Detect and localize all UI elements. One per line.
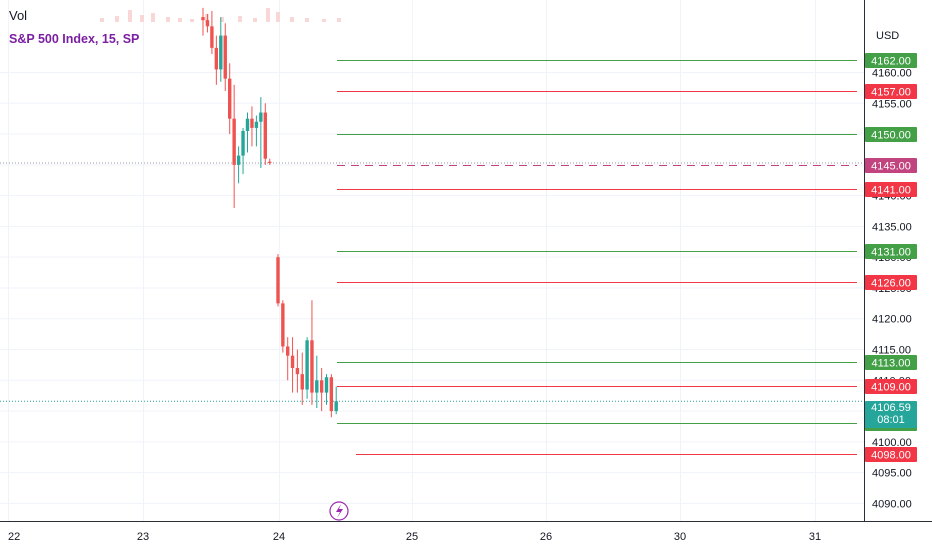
volume-bar xyxy=(166,17,170,22)
last-price-countdown: 08:01 xyxy=(877,414,905,426)
level-price-label: 4109.00 xyxy=(871,382,911,394)
candle-body xyxy=(310,340,314,393)
volume-bar xyxy=(178,18,182,22)
level-price-badge xyxy=(865,127,917,142)
level-price-badge xyxy=(865,244,917,259)
volume-bar xyxy=(276,12,280,22)
last-price-badge: 4106.59 08:01 xyxy=(865,401,917,428)
volume-bar xyxy=(290,17,294,22)
vol-label: Vol xyxy=(9,8,28,23)
time-tick-label: 25 xyxy=(406,531,418,543)
time-tick-label: 30 xyxy=(674,531,686,543)
level-price-label: 4113.00 xyxy=(872,358,911,370)
level-price-badge xyxy=(865,182,917,197)
time-tick-label: 22 xyxy=(8,531,20,543)
candle-body xyxy=(324,377,329,393)
volume-bar xyxy=(140,15,144,22)
candle-body xyxy=(219,35,223,70)
price-tick-label: 4090.00 xyxy=(872,498,912,510)
level-price-label: 4150.00 xyxy=(871,130,911,142)
price-tick-label: 4100.00 xyxy=(872,437,912,449)
candle-body xyxy=(305,340,309,390)
candle-body xyxy=(236,155,241,165)
price-tick-label: 4115.00 xyxy=(872,345,911,357)
candle-body xyxy=(281,303,285,347)
volume-bar xyxy=(190,19,194,22)
volume-bar xyxy=(266,8,270,22)
volume-bar xyxy=(238,16,242,22)
candle-body xyxy=(254,121,259,128)
candle-body xyxy=(201,17,205,21)
candle-body xyxy=(210,26,214,48)
price-tick-label: 4135.00 xyxy=(872,221,912,233)
candle-body xyxy=(300,374,304,390)
candle-body xyxy=(245,118,250,131)
time-tick-label: 31 xyxy=(809,531,821,543)
level-price-label: 4131.00 xyxy=(871,247,911,259)
time-tick-label: 24 xyxy=(273,531,285,543)
level-price-badge xyxy=(865,84,917,99)
candle-body xyxy=(228,78,232,119)
level-price-badge xyxy=(865,53,917,68)
level-price-label: 4141.00 xyxy=(871,185,911,197)
level-price-badge xyxy=(865,275,917,290)
volume-bar xyxy=(337,18,341,22)
level-price-badge xyxy=(865,355,917,370)
candle-body xyxy=(250,118,254,128)
candle-body xyxy=(290,355,295,368)
candle-body xyxy=(232,118,236,165)
volume-bar xyxy=(305,18,309,22)
candle-body xyxy=(205,20,210,27)
last-price-value: 4106.59 xyxy=(871,402,911,414)
candle-body xyxy=(329,377,334,412)
price-tick-label: 4120.00 xyxy=(872,314,912,326)
time-tick-label: 26 xyxy=(540,531,552,543)
lightning-icon[interactable] xyxy=(329,501,349,521)
level-price-badge xyxy=(865,379,917,394)
candle-body xyxy=(276,257,280,304)
candle-body xyxy=(295,367,300,375)
volume-bar xyxy=(322,19,326,22)
level-price-label: 4162.00 xyxy=(871,56,911,68)
candle-body xyxy=(214,47,219,70)
volume-bar xyxy=(128,10,132,22)
price-tick-label: 4160.00 xyxy=(872,68,912,80)
level-price-label: 4145.00 xyxy=(871,161,911,173)
price-tick-label: 4095.00 xyxy=(872,468,912,480)
candle-body xyxy=(259,112,263,122)
volume-bar xyxy=(151,13,155,22)
level-price-badge xyxy=(865,158,917,173)
level-price-label: 4126.00 xyxy=(871,278,911,290)
candle-body xyxy=(263,112,267,159)
candle-body xyxy=(223,35,227,79)
volume-bar xyxy=(100,18,104,22)
candle-body xyxy=(315,380,319,393)
candle-body xyxy=(286,346,290,356)
volume-bar xyxy=(115,16,119,22)
level-price-label: 4157.00 xyxy=(871,87,911,99)
candle-body xyxy=(334,401,338,412)
price-tick-label: 4155.00 xyxy=(872,98,912,110)
level-price-label: 4098.00 xyxy=(871,450,911,462)
candle-body xyxy=(319,380,324,393)
time-tick-label: 23 xyxy=(137,531,149,543)
currency-label: USD xyxy=(876,30,900,42)
candle-body xyxy=(241,130,245,156)
candle-body xyxy=(268,161,272,163)
volume-bar xyxy=(220,17,224,22)
symbol-title[interactable]: S&P 500 Index, 15, SP xyxy=(9,32,140,46)
volume-bar xyxy=(253,18,257,22)
level-price-badge xyxy=(865,447,917,462)
